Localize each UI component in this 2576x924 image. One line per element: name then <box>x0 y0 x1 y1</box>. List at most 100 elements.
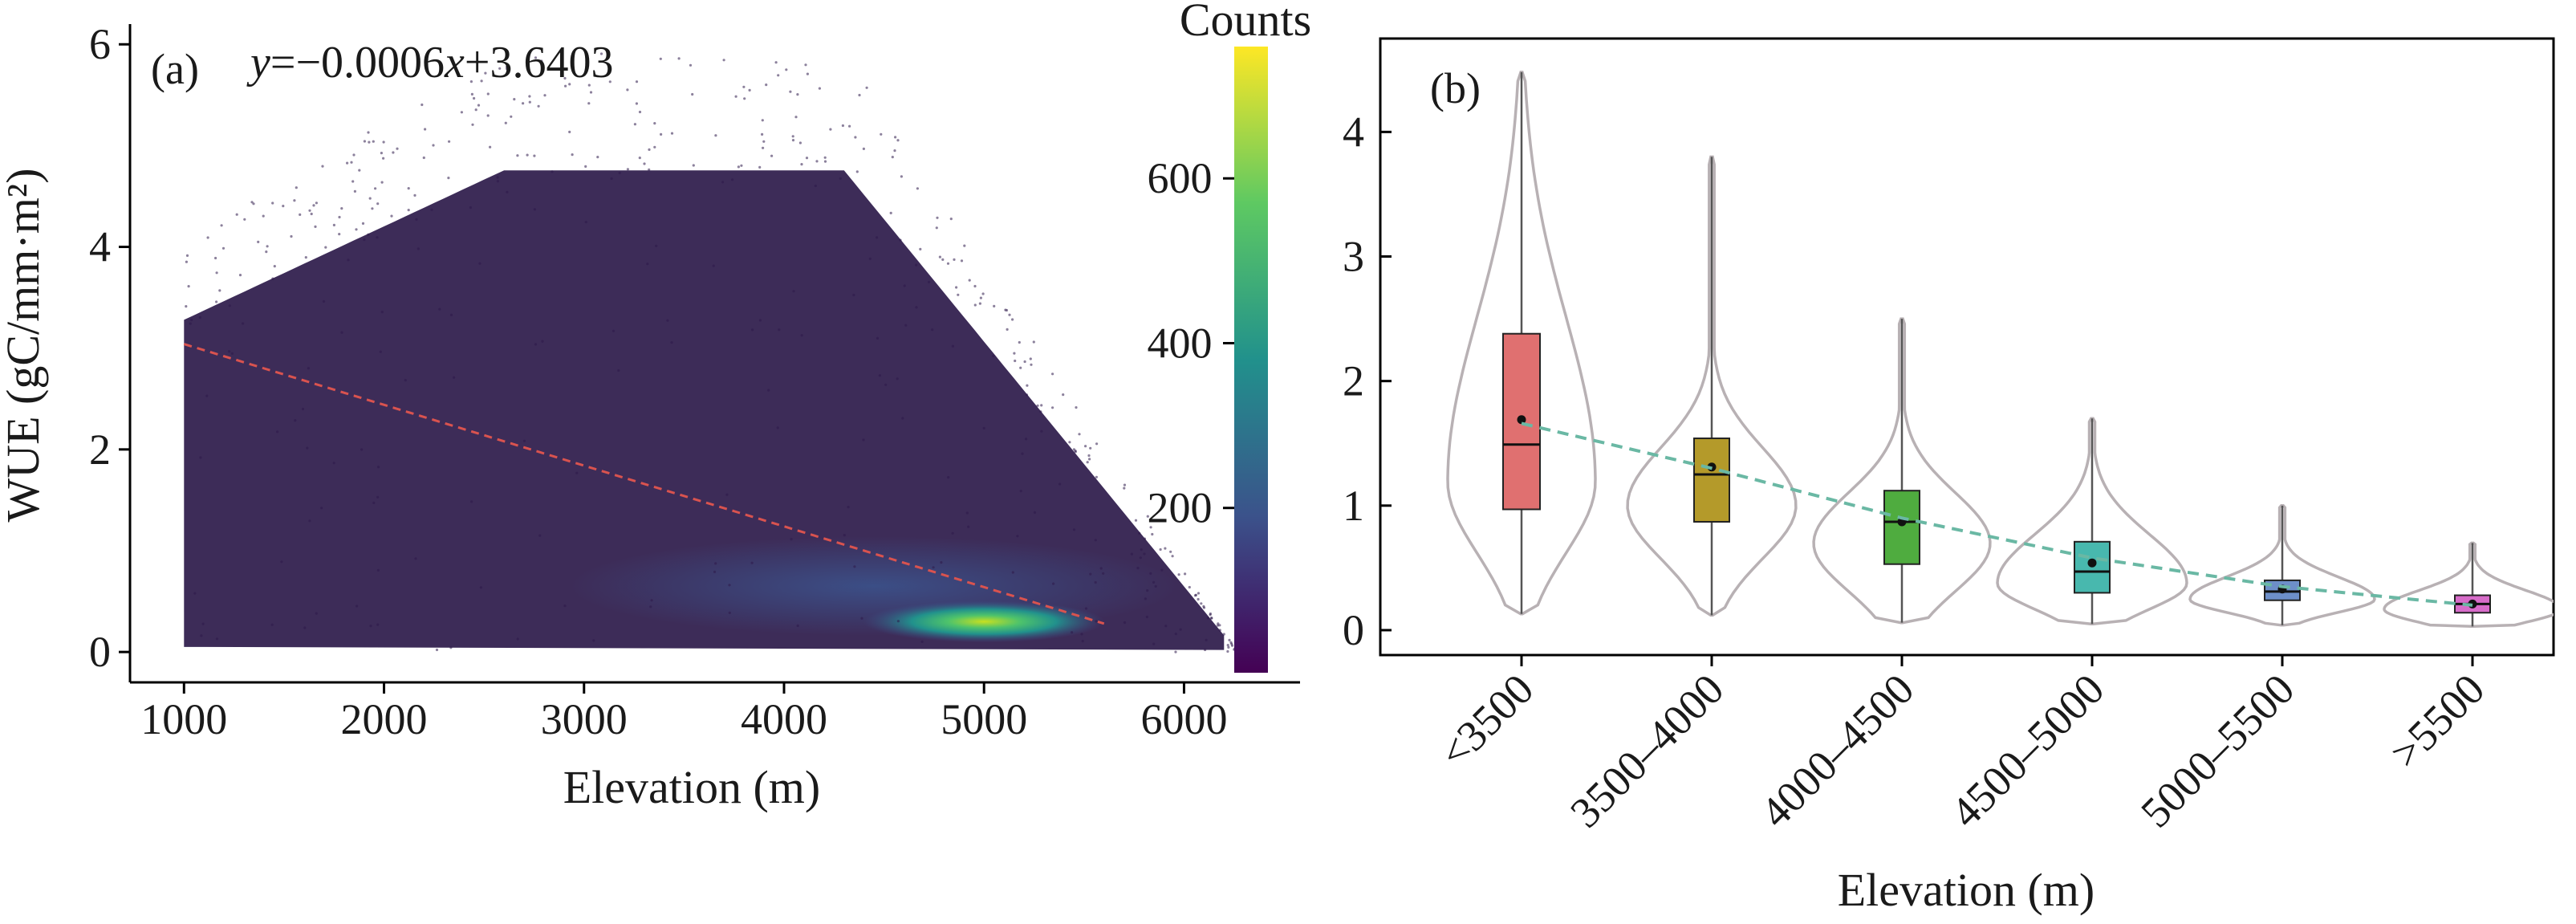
scatter-point <box>655 244 658 247</box>
scatter-point <box>981 292 985 295</box>
scatter-point <box>1025 393 1029 397</box>
scatter-point <box>469 80 473 83</box>
scatter-point <box>963 244 966 247</box>
scatter-point <box>592 639 595 642</box>
scatter-point <box>848 124 851 128</box>
scatter-point <box>1016 535 1019 538</box>
scatter-point <box>533 154 536 157</box>
scatter-point <box>1033 511 1037 515</box>
scatter-point <box>379 350 382 353</box>
scatter-point <box>938 255 941 258</box>
scatter-point <box>376 236 379 239</box>
scatter-point <box>839 177 842 180</box>
scatter-point <box>273 265 276 268</box>
scatter-point <box>814 184 817 188</box>
scatter-point <box>193 592 197 595</box>
scatter-point <box>915 306 918 309</box>
scatter-point <box>350 161 353 164</box>
scatter-point <box>1149 526 1152 529</box>
scatter-point <box>968 279 971 282</box>
scatter-point <box>785 68 788 71</box>
scatter-point <box>1143 552 1146 556</box>
y-tick-label-b: 2 <box>1343 357 1364 405</box>
scatter-point <box>460 111 464 114</box>
scatter-point <box>1019 366 1022 369</box>
scatter-point <box>742 85 746 88</box>
panel-b: (b) 0 1 2 3 4 <3500 3500–4000 4000–4500 4500–500… <box>1343 37 2555 916</box>
scatter-point <box>1217 622 1220 625</box>
scatter-point <box>218 289 221 292</box>
scatter-point <box>868 257 872 260</box>
scatter-point <box>1089 572 1092 576</box>
scatter-point <box>367 233 370 236</box>
scatter-point <box>563 76 567 80</box>
scatter-point <box>564 84 567 88</box>
y-tick-label-a: 4 <box>89 223 111 271</box>
scatter-point <box>1171 555 1174 558</box>
scatter-point <box>271 277 274 280</box>
scatter-point <box>1230 642 1233 645</box>
scatter-point <box>340 331 343 334</box>
scatter-point <box>1154 584 1157 588</box>
scatter-point <box>551 170 554 173</box>
scatter-point <box>1084 445 1087 448</box>
scatter-point <box>575 471 579 474</box>
scatter-point <box>611 329 616 332</box>
scatter-point <box>1151 532 1154 536</box>
scatter-point <box>1021 452 1024 455</box>
scatter-point <box>541 340 544 343</box>
scatter-core-density <box>184 170 1225 650</box>
scatter-point <box>1071 631 1074 634</box>
scatter-point <box>734 95 737 98</box>
scatter-point <box>376 568 380 572</box>
scatter-point <box>618 171 621 175</box>
scatter-point <box>967 525 970 528</box>
scatter-points <box>184 52 1243 657</box>
scatter-point <box>374 187 377 190</box>
scatter-point <box>894 136 897 139</box>
scatter-point <box>185 260 188 263</box>
scatter-point <box>205 394 209 397</box>
scatter-point <box>390 214 393 218</box>
scatter-point <box>1174 633 1177 636</box>
scatter-point <box>351 180 355 183</box>
scatter-point <box>648 168 651 171</box>
scatter-point <box>392 151 395 154</box>
scatter-point <box>728 611 731 615</box>
scatter-point <box>1078 433 1081 436</box>
scatter-point <box>1011 318 1014 321</box>
scatter-point <box>1019 490 1022 493</box>
scatter-point <box>804 63 807 67</box>
scatter-point <box>1134 519 1138 522</box>
scatter-point <box>791 139 795 142</box>
scatter-point <box>587 102 591 105</box>
scatter-point <box>743 97 746 100</box>
scatter-point <box>689 63 693 67</box>
y-tick-label-a: 6 <box>89 20 111 68</box>
scatter-point <box>660 132 663 136</box>
x-tick-label-a: 6000 <box>1140 695 1227 743</box>
scatter-point <box>407 209 410 212</box>
scatter-point <box>449 313 453 316</box>
scatter-point <box>301 407 305 411</box>
scatter-point <box>413 193 416 197</box>
scatter-point <box>1226 649 1229 653</box>
scatter-point <box>1202 604 1205 609</box>
scatter-point <box>748 88 751 92</box>
scatter-point <box>470 500 473 503</box>
scatter-point <box>1204 648 1207 652</box>
scatter-point <box>900 175 903 178</box>
scatter-point <box>610 177 613 181</box>
scatter-point <box>596 156 599 159</box>
scatter-point <box>713 570 717 574</box>
scatter-point <box>469 206 473 210</box>
scatter-point <box>505 65 509 68</box>
scatter-point <box>235 213 238 216</box>
scatter-point <box>407 187 410 190</box>
scatter-point <box>761 132 764 136</box>
scatter-point <box>321 165 324 168</box>
scatter-point <box>265 250 268 254</box>
scatter-point <box>340 207 343 210</box>
scatter-point <box>770 154 774 157</box>
scatter-point <box>199 456 202 459</box>
